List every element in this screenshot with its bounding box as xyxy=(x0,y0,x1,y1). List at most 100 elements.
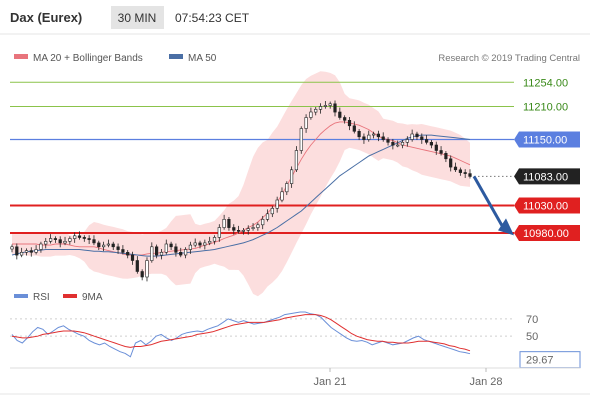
x-tick-label: Jan 28 xyxy=(469,376,502,388)
legend-swatch-ma20 xyxy=(14,54,28,59)
candle-body xyxy=(309,111,313,118)
candle-body xyxy=(150,246,154,261)
candle-body xyxy=(232,227,236,231)
candle-body xyxy=(140,271,144,278)
candle-body xyxy=(145,260,149,278)
candle-body xyxy=(285,183,289,193)
candle-body xyxy=(159,252,164,256)
price-tag-label: 11210.00 xyxy=(523,102,568,114)
candle-body xyxy=(424,139,429,143)
candle-body xyxy=(453,166,458,171)
instrument-title: Dax (Eurex) xyxy=(10,10,82,25)
candle-body xyxy=(275,199,279,209)
candle-body xyxy=(400,142,405,146)
candle-body xyxy=(371,133,376,136)
candle-body xyxy=(102,244,106,248)
candle-body xyxy=(39,243,43,250)
candle-body xyxy=(463,172,467,174)
candle-body xyxy=(164,243,168,253)
rsi-9ma-line xyxy=(11,314,471,352)
candle-body xyxy=(396,144,400,147)
price-pane: 11254.00 11210.00 11150.00 11083.00 11030.00… xyxy=(10,71,580,297)
candle-body xyxy=(261,219,265,226)
price-tag-support xyxy=(514,197,580,214)
candle-body xyxy=(420,136,424,140)
candle-body xyxy=(270,208,274,215)
candle-body xyxy=(227,219,231,228)
candle-body xyxy=(237,230,241,232)
candle-body xyxy=(184,249,188,256)
candle-body xyxy=(338,111,342,118)
candle-body xyxy=(111,243,115,248)
candle-body xyxy=(415,133,419,138)
price-tag-support xyxy=(514,225,580,241)
rsi-line xyxy=(11,311,471,358)
candle-body xyxy=(87,238,91,240)
candle-body xyxy=(468,173,472,177)
candle-body xyxy=(208,241,212,244)
candle-body xyxy=(34,249,38,253)
rsi-current-label: 29.67 xyxy=(526,355,554,367)
candle-body xyxy=(193,242,197,246)
candle-body xyxy=(203,242,207,246)
rsi-level-label: 50 xyxy=(526,331,538,343)
candle-body xyxy=(246,228,250,231)
candle-body xyxy=(333,103,337,113)
candle-body xyxy=(77,235,82,238)
candle-body xyxy=(429,142,434,146)
price-tag-label: 11083.00 xyxy=(523,171,568,183)
candle-body xyxy=(458,169,463,173)
candle-body xyxy=(29,250,33,253)
candle-body xyxy=(121,249,125,253)
candle-body xyxy=(106,243,110,246)
candle-body xyxy=(289,169,294,184)
candle-body xyxy=(174,246,178,253)
rsi-pane: 70 50 29.67 xyxy=(10,311,581,369)
candle-body xyxy=(386,139,390,143)
candle-body xyxy=(323,105,328,107)
price-tag-label: 11030.00 xyxy=(523,201,568,213)
candle-body xyxy=(294,150,299,171)
candle-body xyxy=(347,120,352,127)
candle-body xyxy=(126,252,130,256)
candle-body xyxy=(217,227,221,238)
rsi-level-label: 70 xyxy=(526,314,538,326)
candle-body xyxy=(58,239,62,244)
legend-label-ma20: MA 20 + Bollinger Bands xyxy=(33,53,143,64)
candle-body xyxy=(10,246,14,250)
candle-body xyxy=(251,227,255,229)
candle-body xyxy=(63,241,67,244)
candle-body xyxy=(241,230,246,232)
candle-body xyxy=(449,158,453,168)
candle-body xyxy=(405,139,409,143)
candle-body xyxy=(222,219,226,228)
bollinger-band-area xyxy=(12,71,470,297)
candle-body xyxy=(198,242,202,246)
timeframe-badge[interactable] xyxy=(111,6,164,29)
candle-body xyxy=(97,242,101,247)
candle-body xyxy=(265,213,270,220)
candle-body xyxy=(19,252,24,256)
candle-body xyxy=(352,125,356,132)
candle-body xyxy=(381,136,385,140)
candle-body xyxy=(434,144,438,151)
candle-body xyxy=(343,117,347,121)
candle-body xyxy=(314,109,318,113)
candle-body xyxy=(44,241,48,245)
ma20-line xyxy=(12,121,471,256)
candle-body xyxy=(130,254,135,261)
candle-body xyxy=(179,252,183,256)
candle-body xyxy=(212,237,217,242)
candle-body xyxy=(135,260,139,272)
candle-body xyxy=(188,244,193,250)
candle-body xyxy=(318,106,323,110)
candle-body xyxy=(15,246,19,256)
candle-body xyxy=(24,250,29,253)
candle-body xyxy=(357,131,361,138)
legend-label-9ma: 9MA xyxy=(82,292,103,303)
candle-body xyxy=(367,134,371,140)
forecast-arrow-shaft xyxy=(472,175,505,229)
candle-body xyxy=(299,128,303,151)
candle-body xyxy=(82,237,86,239)
